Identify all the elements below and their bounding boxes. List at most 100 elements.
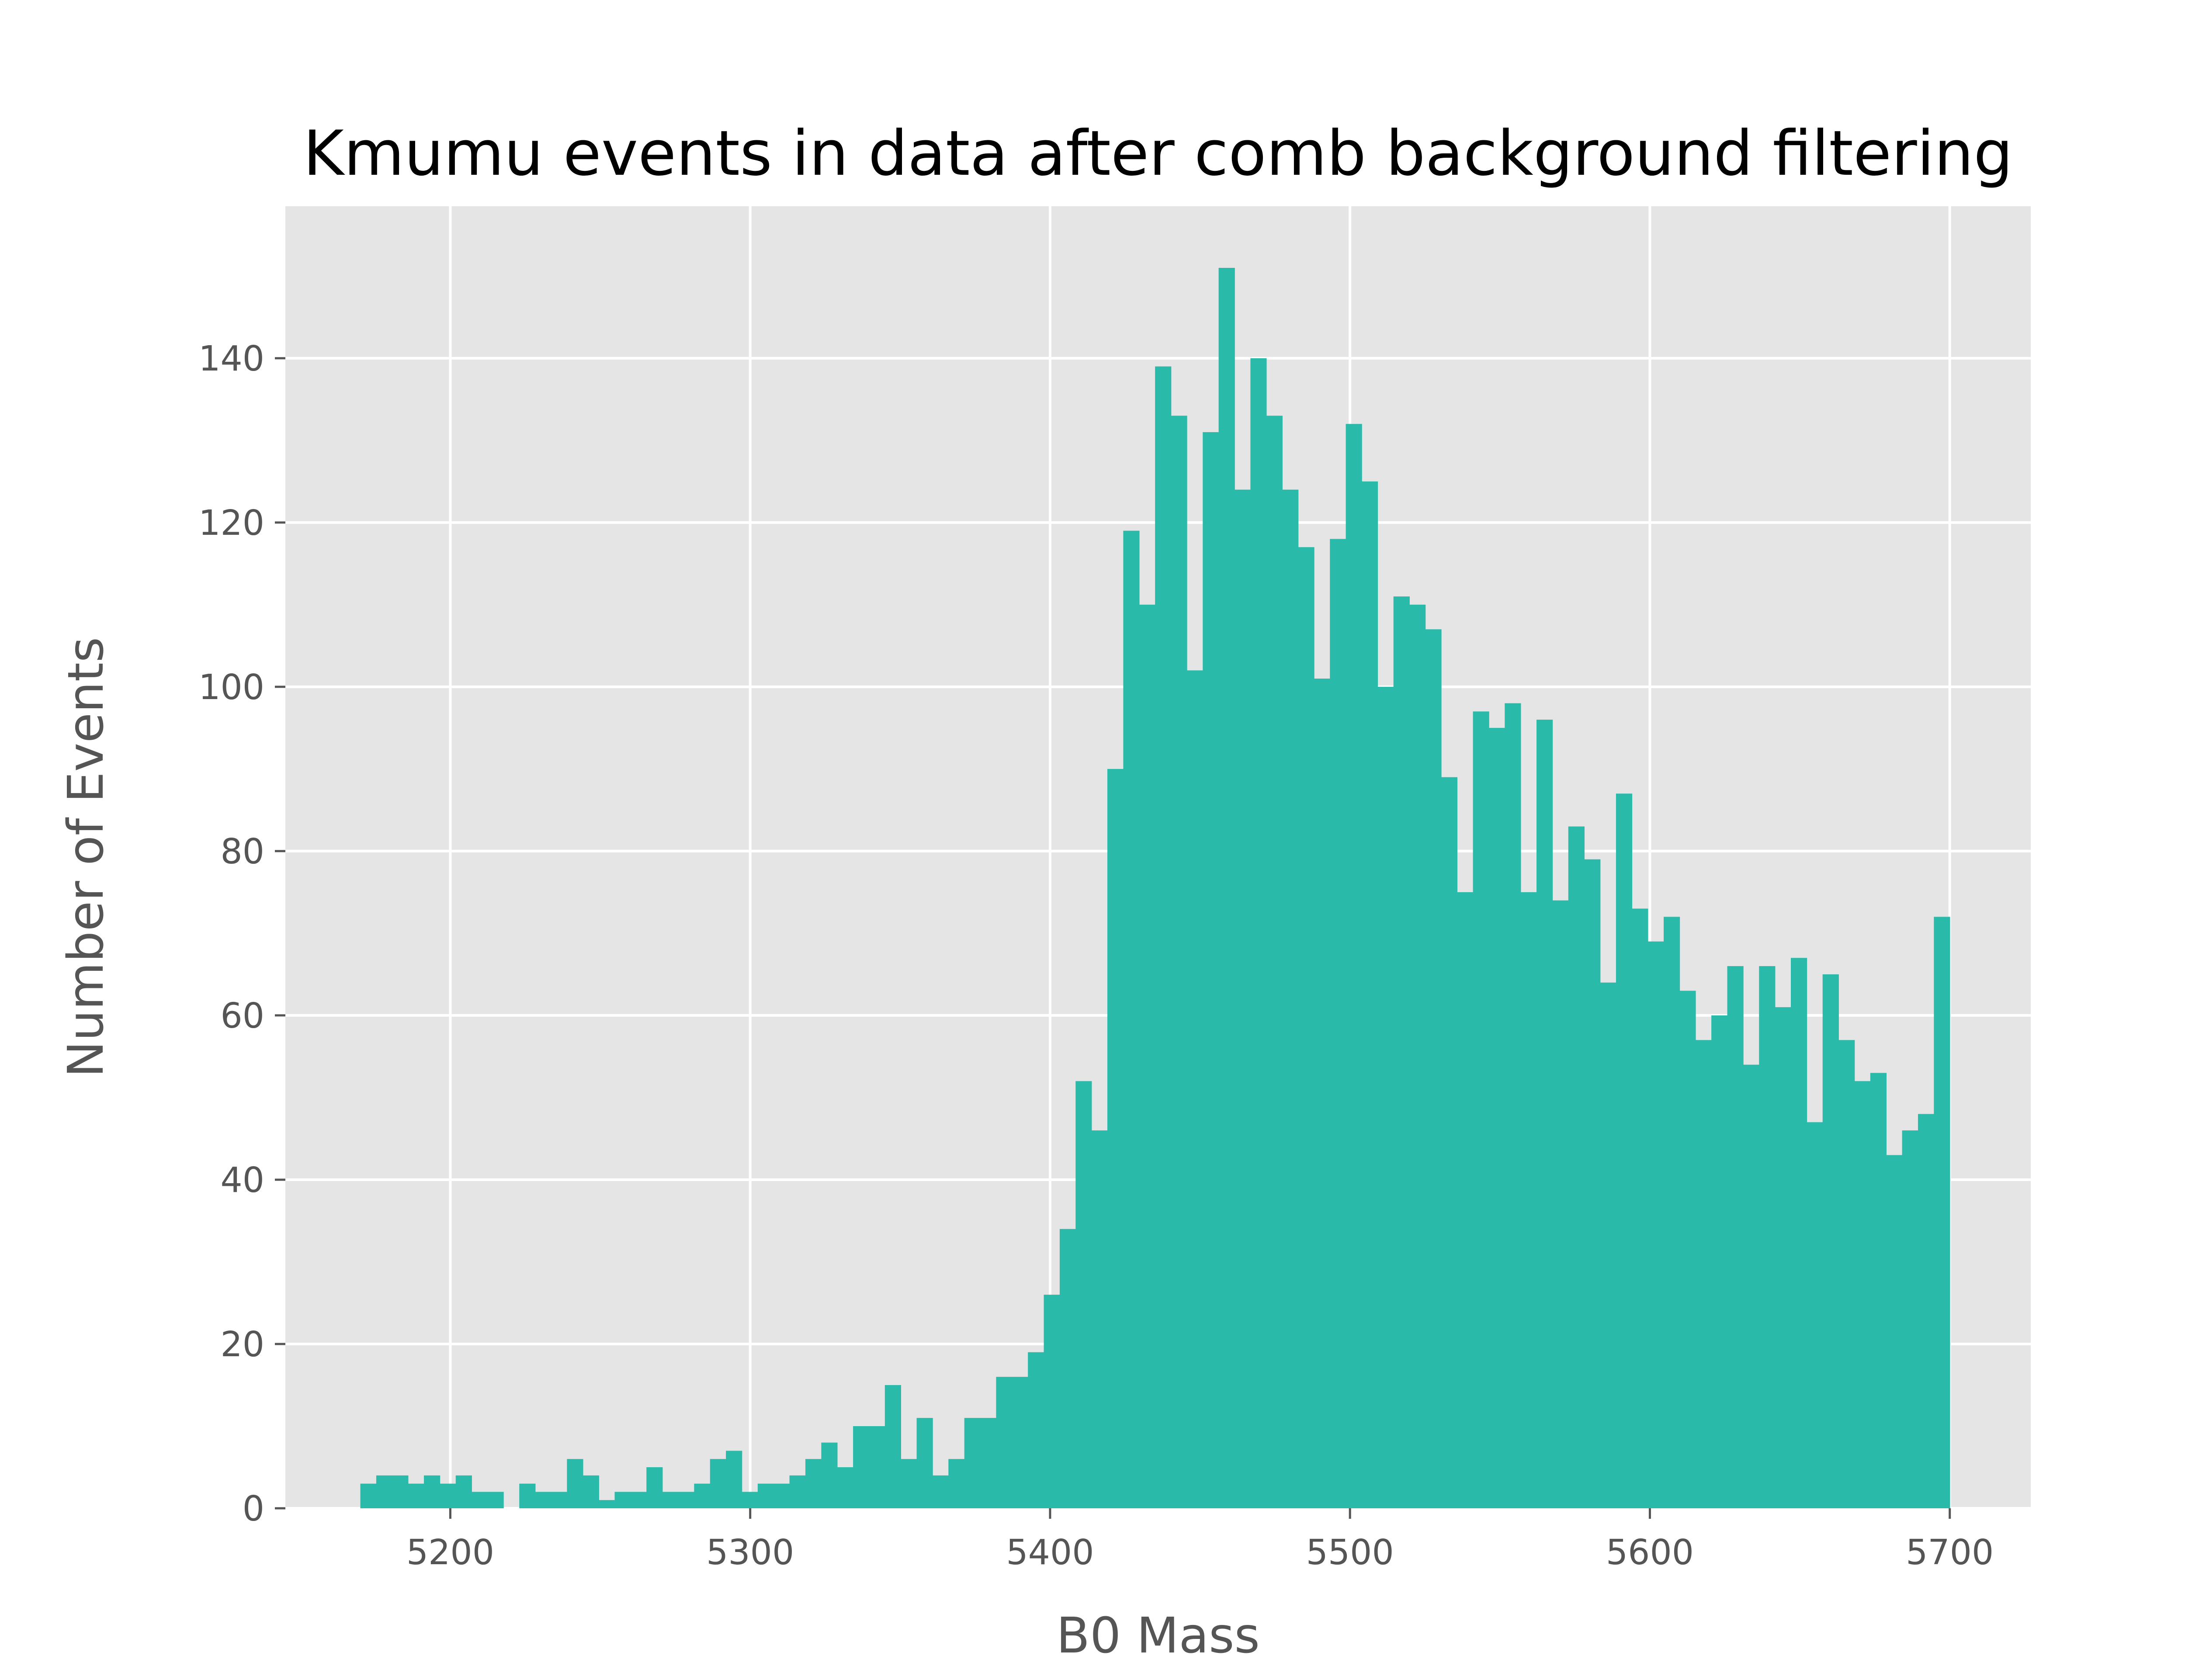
histogram-bar [1473, 711, 1489, 1508]
histogram-bar [1393, 596, 1410, 1508]
histogram-bar [1600, 982, 1616, 1508]
histogram-bar [360, 1483, 377, 1508]
histogram-bar [932, 1475, 949, 1508]
histogram-bar [646, 1467, 663, 1508]
histogram-bar [1377, 686, 1394, 1508]
histogram-bar [1727, 966, 1744, 1508]
histogram-bar [1807, 1122, 1823, 1508]
x-tick-label: 5200 [406, 1532, 494, 1573]
histogram-bar [964, 1418, 981, 1508]
chart-title: Kmumu events in data after comb backgrou… [303, 118, 2013, 190]
histogram-bar [916, 1418, 933, 1508]
x-tick-label: 5400 [1006, 1532, 1094, 1573]
histogram-bar [519, 1483, 536, 1508]
histogram-bar [1695, 1040, 1712, 1508]
histogram-bar [1854, 1081, 1871, 1508]
histogram-bar [1679, 991, 1696, 1508]
y-tick-label: 40 [220, 1160, 264, 1200]
histogram-bar [1647, 941, 1664, 1508]
histogram-bar [757, 1483, 774, 1508]
histogram-bar [599, 1500, 615, 1508]
histogram-bar [678, 1492, 695, 1508]
histogram-bar [1234, 489, 1251, 1508]
histogram-bar [1520, 892, 1537, 1508]
histogram-bar [1044, 1295, 1060, 1508]
histogram-bar [1282, 489, 1299, 1508]
histogram-bar [1664, 917, 1680, 1508]
histogram-bar [1505, 703, 1521, 1508]
y-tick-label: 100 [198, 667, 264, 707]
y-tick-label: 20 [220, 1324, 264, 1365]
histogram-bar [1790, 958, 1807, 1508]
histogram-bar [1759, 966, 1776, 1508]
histogram-bar [1886, 1155, 1903, 1508]
x-tick-label: 5700 [1906, 1532, 1994, 1573]
histogram-bar [487, 1492, 504, 1508]
histogram-bar [1298, 547, 1314, 1508]
y-tick-label: 140 [198, 339, 264, 379]
histogram-bar [805, 1459, 822, 1508]
histogram-bar [1775, 1007, 1791, 1508]
histogram-bar [1552, 900, 1569, 1508]
histogram-bar [1139, 604, 1155, 1508]
x-tick-label: 5500 [1306, 1532, 1394, 1573]
histogram-bar [1250, 358, 1267, 1509]
histogram-bar [392, 1475, 409, 1508]
histogram-bar [551, 1492, 568, 1508]
histogram-bar [1584, 859, 1601, 1508]
histogram-bar [773, 1483, 790, 1508]
histogram-bar [1171, 416, 1187, 1509]
histogram-bar [1743, 1064, 1760, 1508]
histogram-bar [1711, 1015, 1728, 1508]
histogram-bar [1028, 1352, 1044, 1508]
histogram-bar [1314, 679, 1331, 1508]
histogram-bar [710, 1459, 726, 1508]
histogram-bar [567, 1459, 583, 1508]
x-axis-label: B0 Mass [1056, 1607, 1260, 1664]
histogram-bar [789, 1475, 806, 1508]
histogram-bar [614, 1492, 631, 1508]
histogram-bar [694, 1483, 711, 1508]
y-tick-label: 60 [220, 996, 264, 1036]
histogram-bar [1425, 629, 1442, 1508]
y-axis-label: Number of Events [58, 637, 114, 1077]
histogram-bar [1616, 793, 1633, 1508]
histogram-bar [742, 1492, 758, 1508]
histogram-bar [424, 1475, 440, 1508]
histogram-bar [1218, 268, 1235, 1508]
histogram-bar [1457, 892, 1474, 1508]
histogram-bar [1488, 727, 1505, 1508]
x-tick-label: 5600 [1606, 1532, 1694, 1573]
y-tick-label: 80 [220, 831, 264, 872]
histogram-bar [837, 1467, 853, 1508]
histogram-bar [376, 1475, 393, 1508]
histogram-bar [980, 1418, 997, 1508]
histogram-bar [1186, 670, 1203, 1508]
histogram-bar [1536, 720, 1553, 1508]
histogram-bar [1012, 1377, 1028, 1508]
histogram-bar [1632, 908, 1648, 1508]
histogram-bar [1361, 481, 1378, 1508]
y-tick-label: 120 [198, 503, 264, 543]
histogram-bar [1346, 424, 1362, 1509]
histogram-bar [853, 1426, 870, 1508]
histogram-bar [901, 1459, 917, 1508]
histogram-bar [1918, 1114, 1935, 1508]
histogram-bar [821, 1442, 838, 1508]
histogram-bar [1409, 604, 1426, 1508]
histogram-bar [1838, 1040, 1855, 1508]
histogram-bar [1330, 539, 1346, 1508]
histogram-bar [583, 1475, 599, 1508]
histogram-bar [1822, 974, 1839, 1508]
x-tick-label: 5300 [706, 1532, 794, 1573]
histogram-bar [1107, 769, 1124, 1508]
histogram-bars [360, 268, 1950, 1509]
histogram-bar [948, 1459, 965, 1508]
histogram-bar [662, 1492, 679, 1508]
histogram-bar [1441, 777, 1457, 1508]
histogram-bar [1123, 530, 1140, 1508]
histogram-bar [440, 1483, 456, 1508]
histogram-bar [1059, 1229, 1076, 1508]
